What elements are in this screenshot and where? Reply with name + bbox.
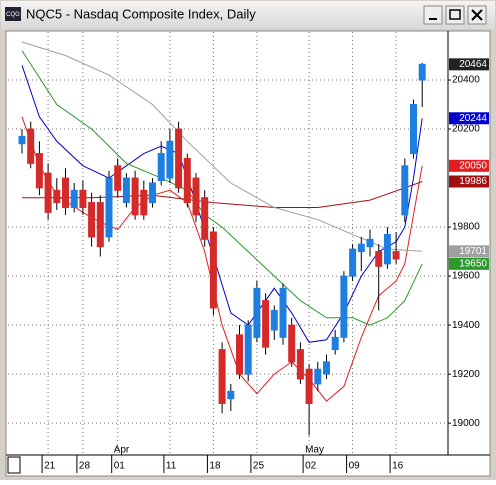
candle-body [262, 300, 270, 348]
candle-body [192, 177, 200, 216]
candle-body [236, 334, 243, 375]
candle-body [44, 172, 52, 213]
x-tick-label: 16 [392, 461, 404, 472]
candle-body [392, 251, 400, 260]
candle-body [418, 63, 426, 81]
candle-body [331, 336, 339, 351]
candle-body [88, 202, 96, 238]
candle-body [227, 390, 235, 400]
candle-body [349, 248, 357, 277]
y-tick-label: 20200 [452, 124, 480, 135]
y-tick-label: 19800 [452, 222, 480, 233]
candle-body [314, 368, 322, 385]
end-label-box [449, 257, 489, 270]
window-buttons [423, 5, 487, 25]
x-tick-label: 11 [166, 461, 177, 472]
candle-body [79, 189, 87, 208]
y-tick-label: 19600 [452, 271, 480, 282]
end-label: 19650 [459, 258, 487, 269]
maximize-icon [449, 9, 461, 20]
window-title: NQC5 - Nasdaq Composite Index, Daily [26, 6, 256, 21]
candle-body [401, 165, 409, 216]
y-tick-label: 20400 [452, 75, 480, 86]
candle-body [410, 104, 417, 155]
last-price-box [449, 58, 489, 71]
candle-body [375, 251, 383, 267]
candle-body [70, 189, 78, 208]
candle-body [122, 177, 130, 204]
end-label: 20244 [459, 113, 487, 124]
chart-panel [5, 30, 491, 477]
end-label: 19986 [459, 176, 487, 187]
x-tick-label: 28 [79, 461, 91, 472]
candle-body [209, 231, 217, 309]
candle-body [35, 153, 43, 189]
x-tick-label: 01 [114, 461, 126, 472]
moving-average-line [21, 41, 423, 252]
candle-body [140, 189, 148, 216]
candle-body [114, 165, 122, 191]
end-label-box [449, 159, 489, 172]
candle-body [253, 287, 261, 338]
end-label-box [449, 112, 489, 125]
x-tick-label: 02 [305, 461, 317, 472]
candle-body [18, 135, 26, 145]
x-tick-label: 21 [44, 461, 56, 472]
candle-body [383, 233, 391, 265]
candle-body [357, 243, 365, 253]
candle-body [53, 189, 61, 204]
x-tick-label: 18 [209, 461, 221, 472]
x-tick-label: 09 [349, 461, 361, 472]
candle-body [62, 177, 69, 208]
plot: 19000 19200 19400 19600 19800 20200 20400 21 28 0… [8, 32, 489, 473]
title-bar [1, 1, 495, 29]
candle-body [157, 153, 165, 182]
last-price-label: 20464 [459, 59, 487, 70]
month-label: May [305, 445, 324, 456]
candle-body [183, 157, 191, 204]
end-label-box [449, 245, 489, 258]
app-icon-text: CQG [6, 12, 20, 18]
app-icon [5, 7, 21, 21]
maximize-button[interactable] [445, 5, 465, 25]
end-label-box [449, 175, 489, 188]
candle-body [27, 128, 35, 164]
month-label: Apr [114, 445, 130, 456]
candle-body [96, 202, 104, 248]
candle-body [305, 368, 313, 405]
y-tick-label: 19000 [452, 418, 480, 429]
candle-body [218, 349, 226, 405]
end-label: 19701 [459, 246, 487, 257]
candle-body [340, 275, 348, 338]
candle-body [288, 324, 296, 363]
candle-body [296, 349, 304, 380]
candle-body [244, 324, 252, 375]
candle-body [175, 128, 183, 189]
candle-body [105, 177, 113, 238]
candle-body [201, 197, 209, 240]
y-tick-label: 19400 [452, 320, 480, 331]
candle-body [366, 238, 374, 248]
candle-body [131, 177, 139, 216]
close-icon [471, 9, 483, 21]
y-tick-label: 19200 [452, 369, 480, 380]
x-tick-label: 25 [253, 461, 265, 472]
candle-body [323, 361, 330, 375]
minimize-button[interactable] [423, 5, 443, 25]
candle-body [279, 287, 287, 338]
candle-body [149, 182, 156, 204]
candle-body [270, 309, 278, 331]
moving-average-line [21, 50, 423, 326]
corner-box [7, 456, 21, 474]
end-label: 20050 [459, 160, 487, 171]
candle-body [166, 140, 174, 179]
